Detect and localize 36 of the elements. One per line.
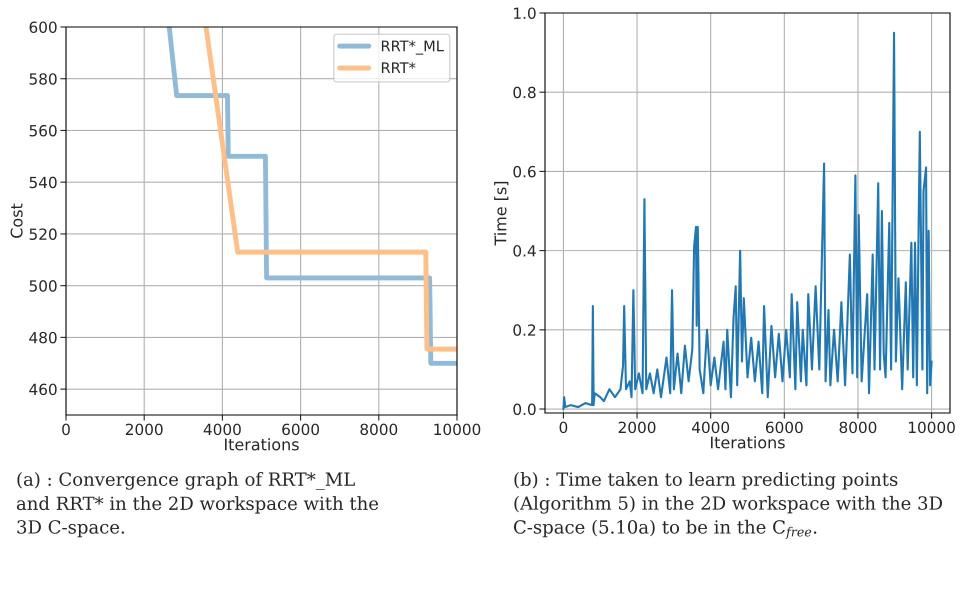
x-tick-label: 2000 <box>618 422 656 434</box>
text: (b) : Time taken to learn predicting points (Algorithm 5) in the 2D workspace with the 3D C-space (5.10a) to be in the C$_{free}$. <box>514 472 942 539</box>
y-tick-label: 580 <box>30 73 57 85</box>
x-tick-label: 6000 <box>766 422 803 434</box>
y-axis-title: Time [s] <box>494 182 508 246</box>
y-tick-label: 500 <box>30 280 57 292</box>
y-axis-title: Cost <box>10 204 23 238</box>
x-tick-label: 4000 <box>692 422 730 434</box>
y-tick-label: 480 <box>29 332 57 344</box>
y-tick-label: 0.8 <box>513 86 536 98</box>
y-tick-label: 600 <box>30 21 57 34</box>
y-tick-label: 0.2 <box>513 324 536 336</box>
y-tick-label: 0.4 <box>513 245 536 257</box>
line-series <box>562 32 933 410</box>
legend-label: RRT* <box>382 62 416 74</box>
x-axis-title: Iterations <box>225 438 299 450</box>
line-series <box>166 27 457 366</box>
y-tick-label: 460 <box>29 384 57 396</box>
x-tick-label: 2000 <box>126 424 163 436</box>
x-tick-label: 8000 <box>840 422 876 434</box>
y-tick-label: 0.6 <box>513 166 536 178</box>
x-tick-label: 10000 <box>908 422 955 434</box>
y-tick-label: 560 <box>30 124 57 136</box>
x-tick-label: 0 <box>62 424 70 436</box>
y-tick-label: 520 <box>30 228 57 240</box>
legend-label: RRT*_ML <box>382 40 444 55</box>
text: (a) : Convergence graph of RRT*_ML and RRT* in the 2D workspace with the 3D C-space. <box>16 472 378 538</box>
x-tick-label: 6000 <box>282 424 320 436</box>
y-tick-label: 540 <box>30 176 57 188</box>
x-tick-label: 10000 <box>434 424 480 436</box>
x-axis-title: Iterations <box>711 436 785 448</box>
x-tick-label: 0 <box>560 422 568 434</box>
x-tick-label: 4000 <box>204 424 241 436</box>
y-tick-label: 0.0 <box>513 404 536 416</box>
x-tick-label: 8000 <box>360 424 398 436</box>
y-tick-label: 1.0 <box>514 7 536 20</box>
